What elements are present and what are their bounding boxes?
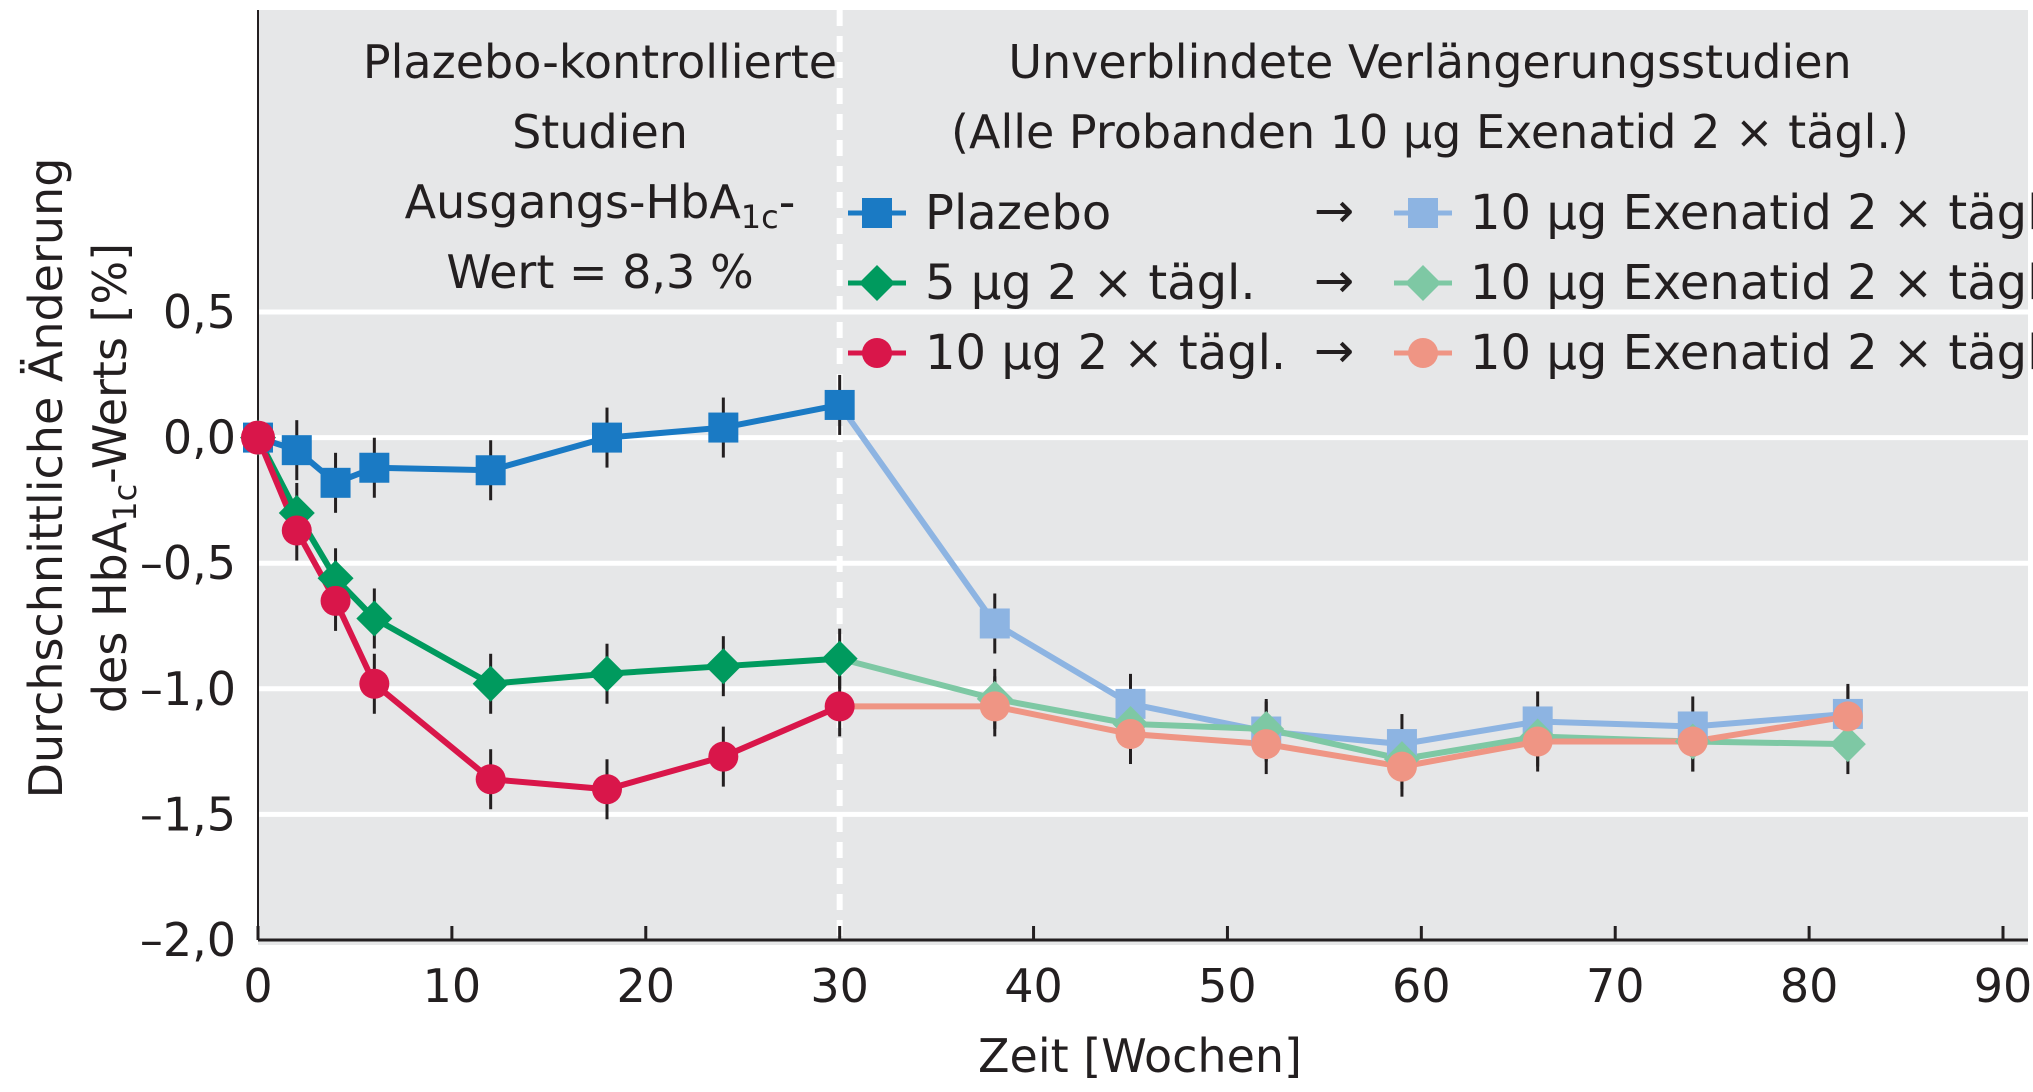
y-tick-label-1: 0,0 xyxy=(163,411,236,465)
x-tick-label-2: 20 xyxy=(617,959,676,1013)
legend-ext-marker-10ug xyxy=(1408,338,1438,368)
tick-labels: 0 10 20 30 40 50 60 70 80 90 0,5 0,0 –0,5 –1,0 –1,5 –2,… xyxy=(140,285,2032,1013)
point-5ug-5 xyxy=(589,655,625,692)
legend-marker-10ug xyxy=(862,338,892,368)
legend-arrow-5ug: → xyxy=(1314,253,1354,309)
ext-point-10ug-1 xyxy=(979,691,1010,722)
legend-label-placebo: Plazebo xyxy=(925,185,1111,241)
ext-point-10ug-4 xyxy=(1386,751,1417,782)
ext-point-10ug-3 xyxy=(1251,729,1282,760)
point-placebo-1 xyxy=(281,435,312,466)
legend-label-10ug: 10 µg 2 × tägl. xyxy=(925,325,1286,381)
point-placebo-2 xyxy=(320,467,351,498)
header-left-line1: Plazebo-kontrollierte xyxy=(363,35,837,89)
header-left-line3: Ausgangs-HbA1c- xyxy=(405,175,796,236)
header-left-line2: Studien xyxy=(512,105,688,159)
y-tick-label-5: –2,0 xyxy=(140,913,236,967)
point-5ug-4 xyxy=(472,665,509,702)
x-tick-label-6: 60 xyxy=(1392,959,1451,1013)
ext-point-placebo-1 xyxy=(979,608,1010,639)
point-10ug-6 xyxy=(708,741,739,772)
point-5ug-3 xyxy=(356,600,393,637)
plot-background xyxy=(258,10,2028,945)
point-placebo-4 xyxy=(475,455,506,486)
y-tick-label-2: –0,5 xyxy=(140,536,236,590)
point-10ug-1 xyxy=(281,515,312,546)
y-axis-label-line2-suffix: -Werts [%] xyxy=(83,243,137,484)
y-axis-label-line2: des HbA1c-Werts [%] xyxy=(83,243,144,713)
legend-ext-label-placebo: 10 µg Exenatid 2 × tägl. xyxy=(1470,185,2033,241)
header-left-line3-suffix: - xyxy=(779,175,796,229)
legend-label-5ug: 5 µg 2 × tägl. xyxy=(925,255,1256,311)
point-10ug-7 xyxy=(824,691,855,722)
point-10ug-5 xyxy=(592,774,622,805)
point-origin xyxy=(241,420,275,455)
legend-arrow-10ug: → xyxy=(1314,323,1354,379)
ext-point-5ug-7 xyxy=(1829,726,1866,763)
point-5ug-7 xyxy=(821,640,858,677)
x-tick-label-8: 80 xyxy=(1780,959,1839,1013)
series-layer xyxy=(240,374,1866,820)
ext-point-10ug-7 xyxy=(1832,701,1863,732)
point-10ug-4 xyxy=(475,764,506,795)
header-left-line3-subscript: 1c xyxy=(741,198,779,236)
header-left-line4: Wert = 8,3 % xyxy=(446,245,753,299)
header-right-line2: (Alle Probanden 10 µg Exenatid 2 × tägl.… xyxy=(951,105,1909,159)
point-10ug-2 xyxy=(320,585,351,616)
header-left-line3-text: Ausgangs-HbA xyxy=(405,175,742,229)
legend-marker-placebo xyxy=(862,198,892,228)
legend-ext-marker-5ug xyxy=(1405,265,1441,301)
legend-ext-label-10ug: 10 µg Exenatid 2 × tägl. xyxy=(1470,325,2033,381)
ext-point-10ug-2 xyxy=(1115,719,1146,750)
point-placebo-5 xyxy=(592,422,622,453)
x-tick-label-4: 40 xyxy=(1004,959,1063,1013)
point-placebo-7 xyxy=(824,389,855,420)
ext-line-placebo xyxy=(837,403,1849,748)
y-tick-label-3: –1,0 xyxy=(140,662,236,716)
x-tick-label-9: 90 xyxy=(1974,959,2033,1013)
legend: Plazebo → 10 µg Exenatid 2 × tägl. 5 µg 2 ×… xyxy=(848,183,2033,381)
x-tick-label-7: 70 xyxy=(1586,959,1645,1013)
x-tick-label-0: 0 xyxy=(243,959,272,1013)
markers-10ug xyxy=(243,422,1863,805)
legend-ext-label-5ug: 10 µg Exenatid 2 × tägl. xyxy=(1470,255,2033,311)
axes xyxy=(256,10,2028,942)
y-axis-label-line2-subscript: 1c xyxy=(106,484,144,522)
point-5ug-6 xyxy=(705,648,742,685)
x-tick-label-1: 10 xyxy=(423,959,482,1013)
y-axis-label: Durchschnittliche Änderung des HbA1c-Wer… xyxy=(19,158,144,799)
ext-point-10ug-5 xyxy=(1522,726,1553,757)
header-right-line1: Unverblindete Verlängerungsstudien xyxy=(1008,35,1851,89)
y-tick-label-4: –1,5 xyxy=(140,787,236,841)
x-axis-label: Zeit [Wochen] xyxy=(978,1029,1302,1083)
origin-marker xyxy=(241,420,275,455)
legend-marker-5ug xyxy=(859,265,895,301)
point-placebo-3 xyxy=(359,452,390,483)
y-axis-label-line1: Durchschnittliche Änderung xyxy=(19,158,73,799)
ext-line-10ug xyxy=(839,703,1849,770)
x-tick-label-5: 50 xyxy=(1198,959,1257,1013)
legend-ext-marker-placebo xyxy=(1408,198,1438,228)
gridlines xyxy=(258,309,2028,817)
y-tick-label-0: 0,5 xyxy=(163,285,236,339)
legend-arrow-placebo: → xyxy=(1314,183,1354,239)
point-placebo-6 xyxy=(708,412,739,443)
point-5ug-2 xyxy=(317,560,354,597)
ext-point-10ug-6 xyxy=(1677,726,1708,757)
point-10ug-3 xyxy=(359,668,390,699)
y-axis-label-line2-text: des HbA xyxy=(83,521,137,713)
x-tick-label-3: 30 xyxy=(810,959,869,1013)
